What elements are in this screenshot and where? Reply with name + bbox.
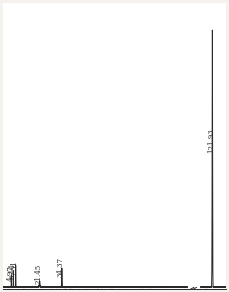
- Text: 21.45: 21.45: [35, 264, 43, 284]
- Text: 6.14: 6.14: [8, 263, 16, 279]
- Text: 34.37: 34.37: [57, 257, 65, 277]
- Text: 121.93: 121.93: [207, 129, 215, 153]
- Text: 4.97: 4.97: [6, 265, 14, 281]
- Text: 7.51: 7.51: [11, 260, 19, 276]
